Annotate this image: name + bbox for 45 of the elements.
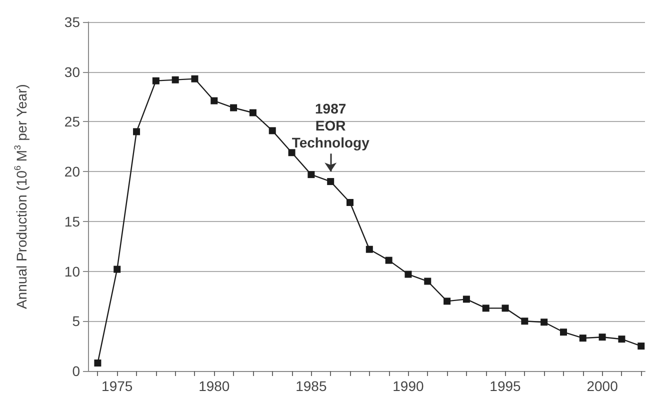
point [172, 76, 179, 84]
point [540, 318, 548, 326]
point [346, 198, 354, 206]
y-tick-label: 25 [64, 114, 80, 130]
y-tick-label: 30 [64, 64, 80, 80]
y-tick-label: 10 [64, 263, 80, 280]
point [249, 109, 256, 116]
point [521, 318, 528, 325]
annotation: 1987 EOR Technology [292, 100, 370, 151]
point [385, 256, 392, 264]
point [133, 128, 140, 136]
point [268, 127, 276, 134]
x-tick-label: 1990 [392, 378, 424, 394]
point [366, 246, 373, 253]
point [191, 75, 198, 82]
point [462, 296, 470, 303]
y-tick-label: 35 [64, 14, 80, 30]
point [502, 304, 509, 312]
point [327, 178, 334, 186]
point [114, 266, 121, 273]
y-axis-title: Annual Production (106 M3 per Year) [12, 84, 30, 310]
y-tick-label: 15 [64, 213, 80, 230]
y-tick-label: 20 [64, 164, 80, 180]
y-tick-label: 5 [72, 313, 80, 330]
x-tick-label: 1995 [490, 378, 522, 394]
point [152, 77, 160, 84]
point [308, 171, 315, 178]
point [638, 342, 645, 350]
point [404, 270, 412, 278]
point [579, 334, 586, 342]
point [210, 97, 218, 104]
point [94, 360, 102, 367]
point [444, 298, 451, 305]
point [424, 278, 432, 285]
point [482, 304, 490, 312]
point [618, 336, 626, 343]
y-tick-label: 0 [72, 363, 80, 379]
x-tick-label: 1980 [198, 378, 230, 394]
x-tick-label: 2000 [586, 378, 618, 394]
x-tick-label: 1975 [102, 378, 133, 394]
point [288, 149, 296, 156]
point [560, 328, 567, 336]
x-tick-label: 1985 [296, 378, 327, 394]
point [598, 334, 606, 341]
point [230, 104, 238, 112]
